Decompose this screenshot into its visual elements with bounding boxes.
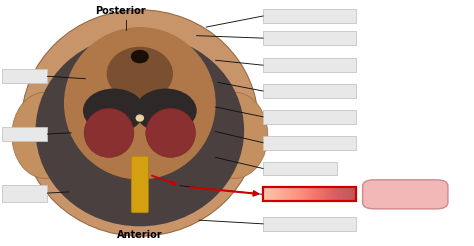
FancyBboxPatch shape bbox=[263, 136, 356, 150]
FancyBboxPatch shape bbox=[263, 31, 356, 45]
FancyBboxPatch shape bbox=[2, 184, 47, 202]
Ellipse shape bbox=[36, 34, 244, 226]
Ellipse shape bbox=[64, 27, 216, 180]
FancyBboxPatch shape bbox=[2, 127, 47, 141]
Ellipse shape bbox=[107, 47, 173, 101]
Ellipse shape bbox=[83, 89, 145, 133]
Ellipse shape bbox=[131, 50, 149, 63]
FancyBboxPatch shape bbox=[2, 69, 47, 83]
Text: Anterior: Anterior bbox=[117, 230, 163, 240]
FancyBboxPatch shape bbox=[363, 180, 448, 209]
FancyBboxPatch shape bbox=[263, 84, 356, 98]
FancyBboxPatch shape bbox=[263, 58, 356, 72]
Ellipse shape bbox=[84, 108, 134, 157]
Text: Posterior: Posterior bbox=[96, 6, 146, 16]
Ellipse shape bbox=[135, 89, 197, 133]
Ellipse shape bbox=[12, 92, 78, 178]
FancyBboxPatch shape bbox=[263, 162, 337, 175]
Ellipse shape bbox=[21, 10, 258, 236]
Ellipse shape bbox=[201, 92, 268, 178]
FancyBboxPatch shape bbox=[263, 9, 356, 23]
FancyBboxPatch shape bbox=[263, 217, 356, 231]
Ellipse shape bbox=[136, 114, 144, 122]
Ellipse shape bbox=[146, 108, 195, 157]
FancyBboxPatch shape bbox=[131, 156, 148, 213]
FancyBboxPatch shape bbox=[263, 110, 356, 124]
